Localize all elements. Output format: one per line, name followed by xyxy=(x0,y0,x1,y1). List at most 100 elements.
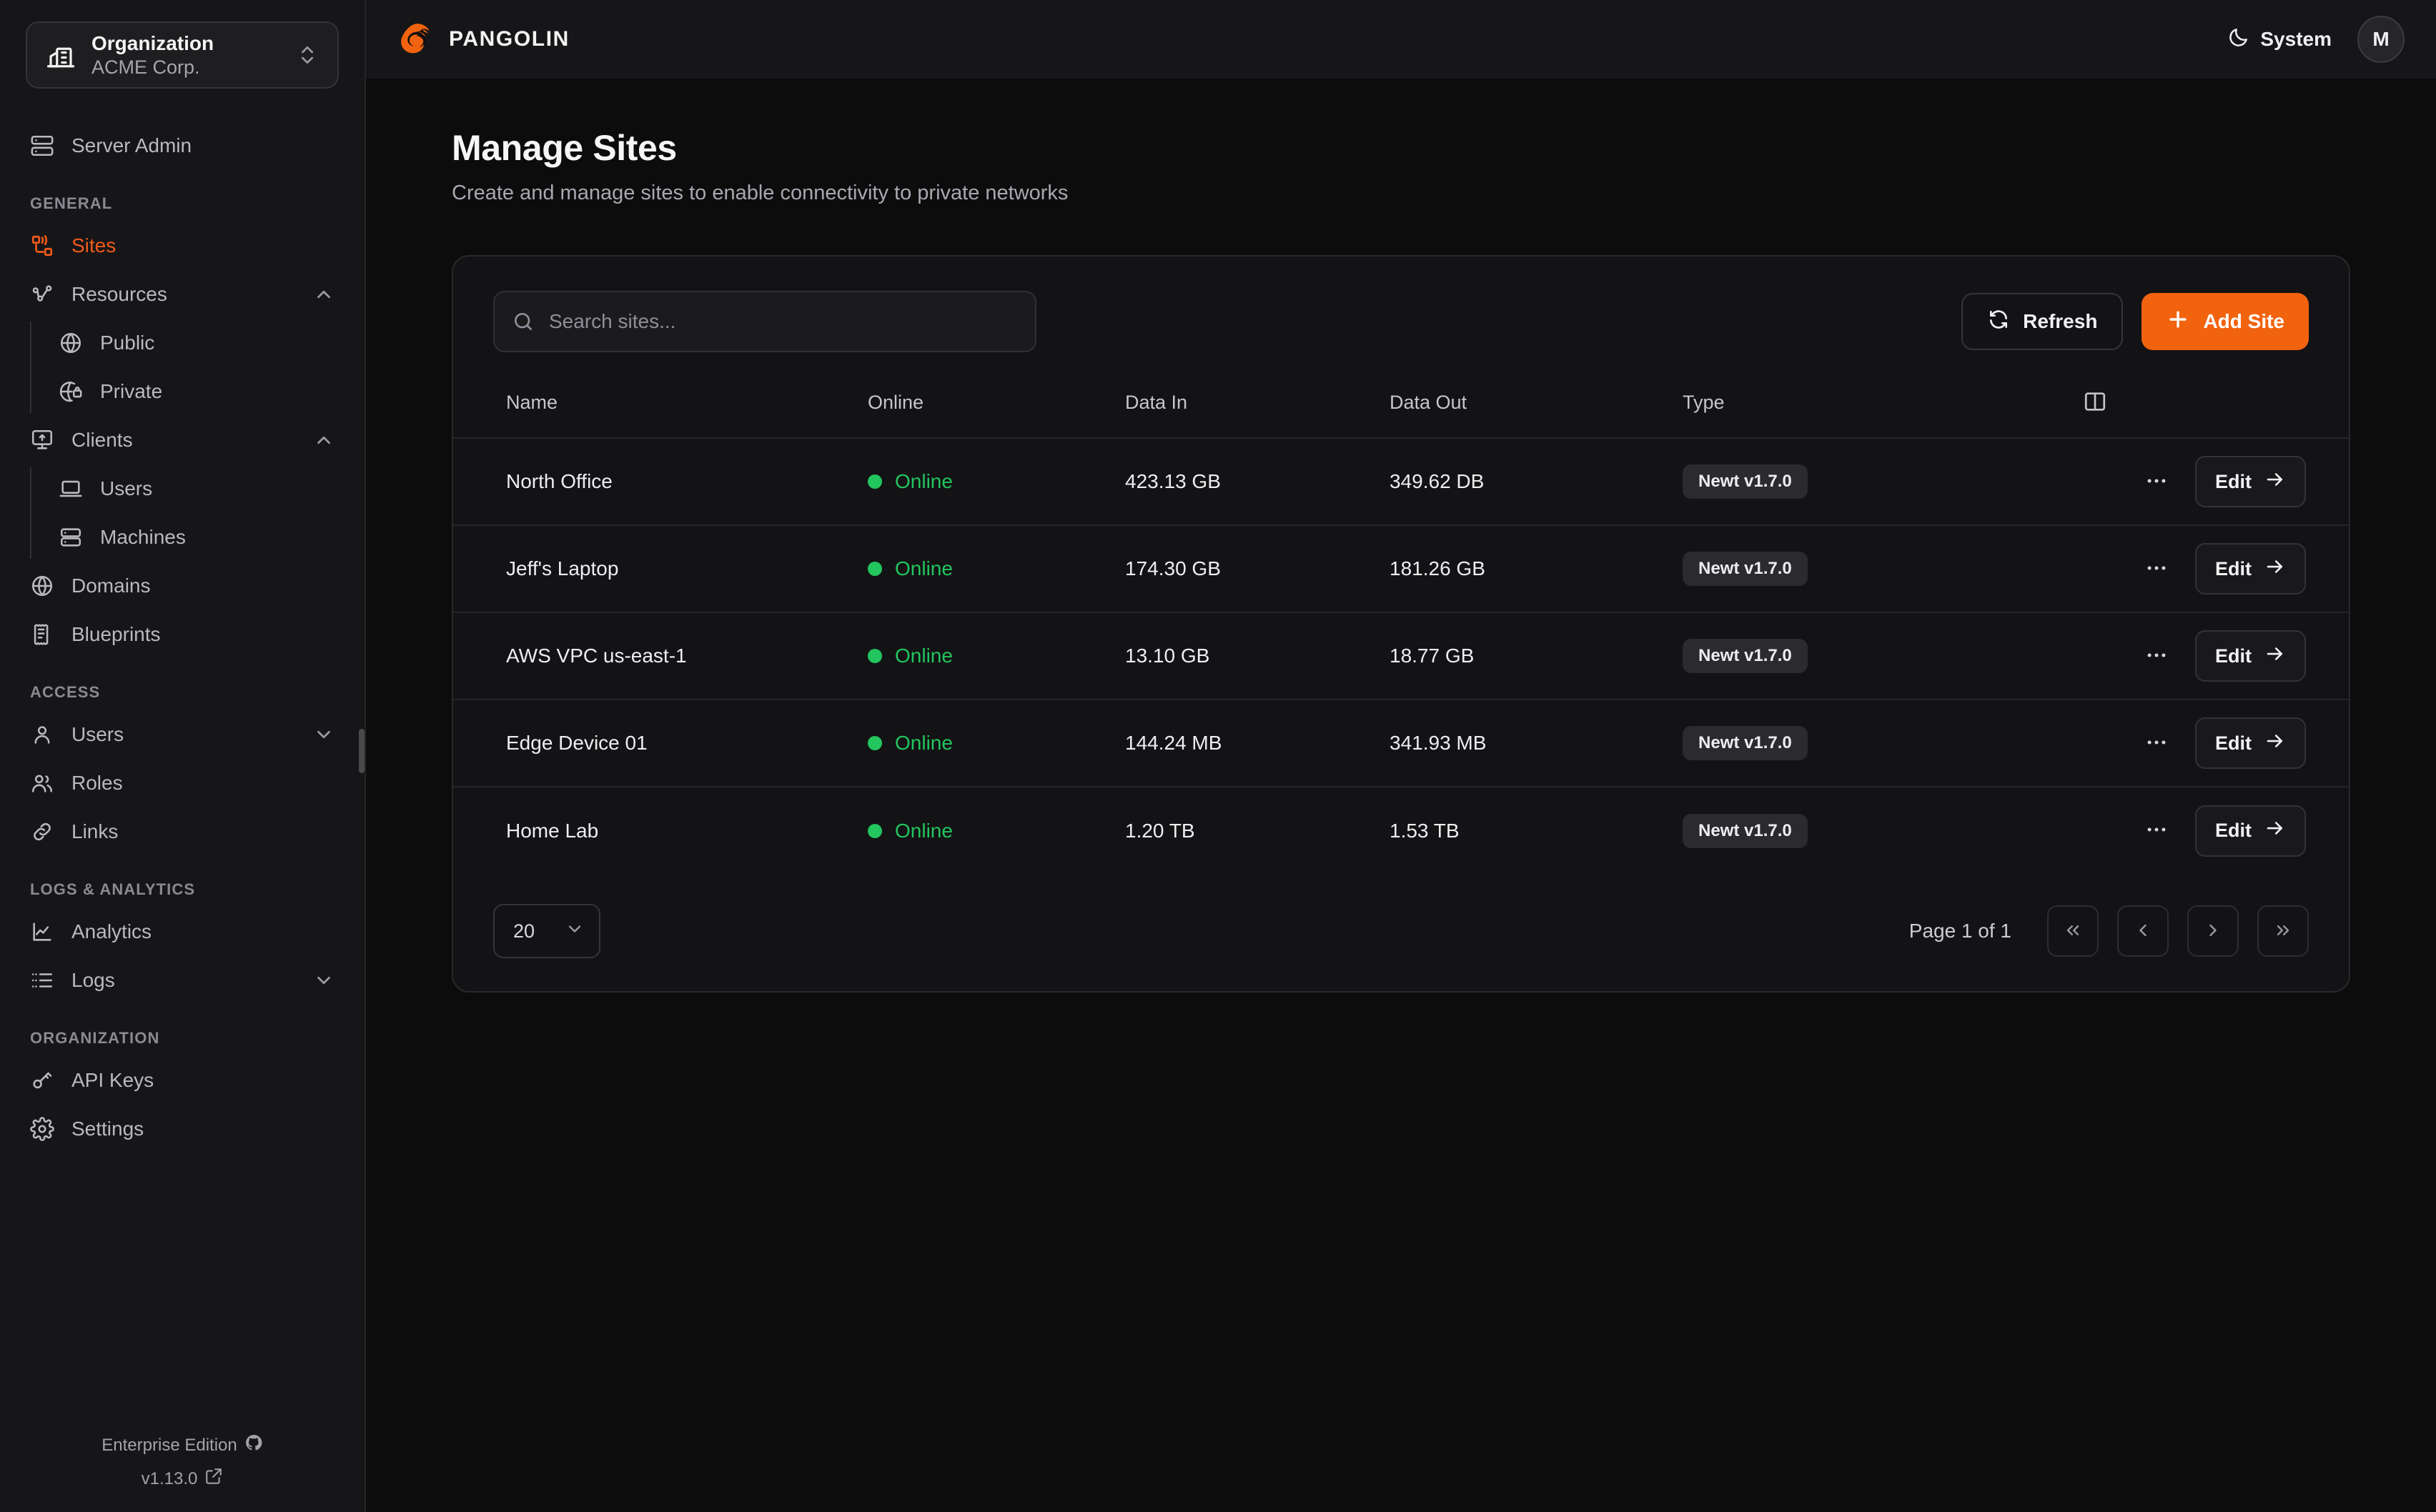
add-site-button[interactable]: Add Site xyxy=(2142,293,2309,350)
table-row[interactable]: AWS VPC us-east-1 Online 13.10 GB 18.77 … xyxy=(453,612,2349,700)
toggle-columns-button[interactable] xyxy=(2083,389,2150,416)
sidebar-item-label: Blueprints xyxy=(71,623,161,645)
sidebar-item-blueprints[interactable]: Blueprints xyxy=(20,610,345,659)
table-row[interactable]: Home Lab Online 1.20 TB 1.53 TB Newt v1. xyxy=(453,787,2349,874)
last-page-button[interactable] xyxy=(2257,905,2309,957)
server-icon xyxy=(30,134,54,158)
sidebar-item-users[interactable]: Users xyxy=(20,710,345,759)
chevron-down-icon xyxy=(565,919,585,944)
pangolin-logo-icon xyxy=(397,20,436,59)
sidebar-item-roles[interactable]: Roles xyxy=(20,759,345,807)
cell-name: AWS VPC us-east-1 xyxy=(453,612,868,700)
sidebar-item-domains[interactable]: Domains xyxy=(20,562,345,610)
arrow-right-icon xyxy=(2264,469,2286,495)
cell-data-out: 349.62 DB xyxy=(1390,438,1683,526)
status-badge: Online xyxy=(895,470,953,492)
search-box xyxy=(493,291,1036,352)
card-actions: Refresh Add Site xyxy=(1961,293,2309,350)
list-icon xyxy=(30,968,54,993)
sidebar-item-machines[interactable]: Machines xyxy=(49,513,345,562)
chevron-left-icon xyxy=(2133,920,2153,942)
table-row[interactable]: Jeff's Laptop Online 174.30 GB 181.26 GB xyxy=(453,525,2349,613)
cell-online: Online xyxy=(868,787,1125,874)
column-header-data-in[interactable]: Data In xyxy=(1125,377,1390,439)
edit-label: Edit xyxy=(2215,820,2252,841)
sidebar-item-settings[interactable]: Settings xyxy=(20,1105,345,1153)
refresh-button[interactable]: Refresh xyxy=(1961,293,2124,350)
more-horizontal-icon xyxy=(2144,556,2169,582)
row-menu-button[interactable] xyxy=(2131,808,2182,854)
page-title: Manage Sites xyxy=(452,128,677,168)
more-horizontal-icon xyxy=(2144,469,2169,495)
sidebar-item-links[interactable]: Links xyxy=(20,807,345,856)
sidebar-item-analytics[interactable]: Analytics xyxy=(20,907,345,956)
avatar[interactable]: M xyxy=(2357,16,2405,63)
previous-page-button[interactable] xyxy=(2117,905,2169,957)
edit-button[interactable]: Edit xyxy=(2195,456,2306,507)
users-icon xyxy=(30,771,54,795)
search-input[interactable] xyxy=(493,291,1036,352)
organization-switcher[interactable]: Organization ACME Corp. xyxy=(26,21,339,89)
row-menu-button[interactable] xyxy=(2131,546,2182,592)
refresh-label: Refresh xyxy=(2023,310,2098,332)
sidebar-item-users-clients[interactable]: Users xyxy=(49,464,345,513)
row-menu-button[interactable] xyxy=(2131,720,2182,766)
server-icon xyxy=(59,525,83,549)
sidebar-scrollbar[interactable] xyxy=(359,0,365,1512)
sidebar-item-public[interactable]: Public xyxy=(49,319,345,367)
column-header-type[interactable]: Type xyxy=(1683,377,2083,439)
sidebar-item-label: Logs xyxy=(71,969,115,991)
theme-toggle[interactable]: System xyxy=(2227,26,2332,54)
table-body: North Office Online 423.13 GB 349.62 DB xyxy=(453,438,2349,874)
column-header-name[interactable]: Name xyxy=(453,377,868,439)
cell-data-in: 144.24 MB xyxy=(1125,700,1390,787)
sidebar-item-logs[interactable]: Logs xyxy=(20,956,345,1005)
chevron-up-icon xyxy=(313,429,335,451)
sidebar-item-label: Machines xyxy=(100,526,186,548)
table-row[interactable]: Edge Device 01 Online 144.24 MB 341.93 M… xyxy=(453,700,2349,787)
edition-link[interactable]: Enterprise Edition xyxy=(0,1433,365,1457)
edit-button[interactable]: Edit xyxy=(2195,717,2306,769)
cell-type: Newt v1.7.0 xyxy=(1683,700,2083,787)
cell-type: Newt v1.7.0 xyxy=(1683,612,2083,700)
status-dot xyxy=(868,474,882,489)
key-icon xyxy=(30,1068,54,1093)
edit-label: Edit xyxy=(2215,645,2252,667)
edit-button[interactable]: Edit xyxy=(2195,543,2306,595)
sidebar-item-private[interactable]: Private xyxy=(49,367,345,416)
status-badge: Online xyxy=(895,732,953,754)
column-header-online[interactable]: Online xyxy=(868,377,1125,439)
sidebar-item-api-keys[interactable]: API Keys xyxy=(20,1056,345,1105)
panel-columns-icon xyxy=(2083,389,2107,416)
sidebar-item-server-admin[interactable]: Server Admin xyxy=(20,121,345,170)
status-dot xyxy=(868,736,882,750)
table-row[interactable]: North Office Online 423.13 GB 349.62 DB xyxy=(453,438,2349,526)
page-subtitle: Create and manage sites to enable connec… xyxy=(452,181,1069,204)
sidebar-item-sites[interactable]: Sites xyxy=(20,222,345,270)
sidebar-item-resources[interactable]: Resources xyxy=(20,270,345,319)
arrow-right-icon xyxy=(2264,643,2286,670)
sidebar-item-clients[interactable]: Clients xyxy=(20,416,345,464)
sidebar-nav: Server Admin GENERAL Sites xyxy=(0,106,365,1423)
edit-button[interactable]: Edit xyxy=(2195,630,2306,682)
cell-actions: Edit xyxy=(2083,787,2349,874)
row-menu-button[interactable] xyxy=(2131,459,2182,504)
row-menu-button[interactable] xyxy=(2131,633,2182,679)
first-page-button[interactable] xyxy=(2047,905,2099,957)
edit-label: Edit xyxy=(2215,557,2252,580)
cell-data-in: 423.13 GB xyxy=(1125,438,1390,526)
topbar-right: System M xyxy=(2227,16,2405,63)
table-footer: 20 Page 1 of 1 xyxy=(453,874,2349,991)
column-header-data-out[interactable]: Data Out xyxy=(1390,377,1683,439)
github-icon xyxy=(244,1433,263,1457)
version-link[interactable]: v1.13.0 xyxy=(0,1467,365,1491)
page-content: Manage Sites Create and manage sites to … xyxy=(366,79,2436,993)
brand[interactable]: PANGOLIN xyxy=(397,20,570,59)
column-header-label: Data In xyxy=(1125,392,1188,413)
next-page-button[interactable] xyxy=(2187,905,2239,957)
page-size-select[interactable]: 20 xyxy=(493,904,600,958)
edit-button[interactable]: Edit xyxy=(2195,805,2306,857)
column-header-label: Online xyxy=(868,392,924,413)
cell-actions: Edit xyxy=(2083,700,2349,787)
sidebar-scrollbar-thumb[interactable] xyxy=(359,729,365,773)
